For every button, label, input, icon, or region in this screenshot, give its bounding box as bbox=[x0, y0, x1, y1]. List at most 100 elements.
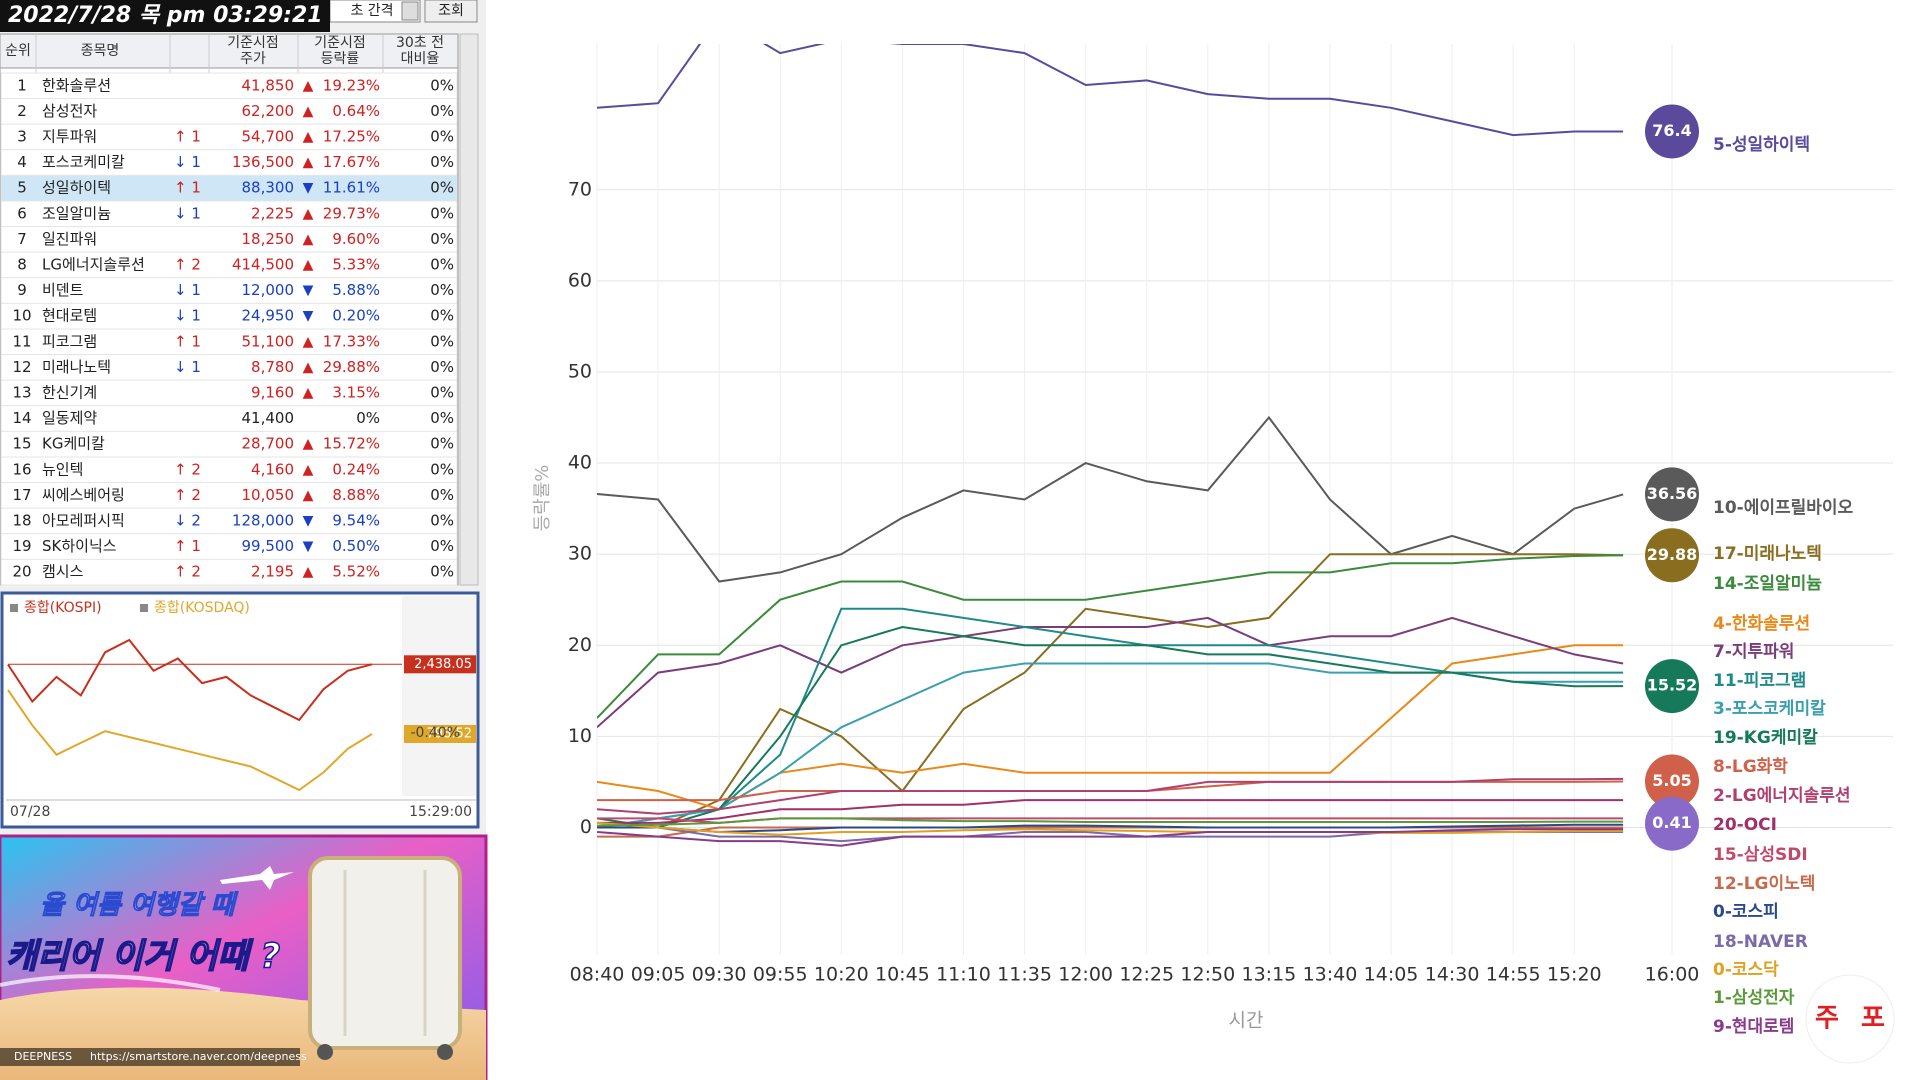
direction: ▲ bbox=[303, 564, 314, 580]
table-row[interactable] bbox=[0, 533, 458, 560]
query-button[interactable] bbox=[424, 0, 478, 23]
table-row[interactable] bbox=[0, 558, 458, 586]
x-axis-title: 시간 bbox=[1229, 1010, 1264, 1032]
price: 136,500 bbox=[232, 153, 294, 171]
table-row[interactable] bbox=[0, 354, 458, 381]
change-rate: 11.61% bbox=[323, 179, 380, 197]
stock-name: 지투파워 bbox=[42, 128, 97, 146]
rank: 17 bbox=[12, 486, 31, 504]
ad-url[interactable]: https://smartstore.naver.com/deepness bbox=[90, 1050, 307, 1063]
dropdown-arrow[interactable] bbox=[401, 1, 419, 21]
direction: ▲ bbox=[303, 385, 314, 401]
scrollbar[interactable] bbox=[459, 33, 479, 586]
legend-label: 2-LG에너지솔루션 bbox=[1713, 786, 1851, 806]
table-row[interactable] bbox=[0, 456, 458, 484]
direction: ▲ bbox=[303, 231, 314, 247]
rank: 14 bbox=[12, 409, 31, 427]
rank-move: ↓ 1 bbox=[174, 281, 201, 299]
ratio: 0% bbox=[430, 332, 454, 350]
stock-name: 성일하이텍 bbox=[42, 179, 111, 197]
change-rate: 3.15% bbox=[332, 384, 380, 402]
stock-name: 조일알미늄 bbox=[42, 204, 111, 222]
price: 10,050 bbox=[242, 486, 295, 504]
ratio: 0% bbox=[430, 128, 454, 146]
bubble-label: 76.4 bbox=[1652, 121, 1691, 140]
price: 88,300 bbox=[242, 179, 295, 197]
query-label[interactable]: 조회 bbox=[438, 3, 464, 19]
x-tick-label: 10:20 bbox=[814, 964, 869, 986]
x-tick-label: 14:55 bbox=[1486, 964, 1541, 986]
x-tick-label: 08:40 bbox=[570, 964, 625, 986]
x-tick-label: 10:45 bbox=[875, 964, 930, 986]
legend-label: 3-포스코케미칼 bbox=[1713, 699, 1826, 719]
table-row[interactable] bbox=[0, 123, 458, 151]
series-line bbox=[597, 607, 1624, 829]
stock-name: 일동제약 bbox=[42, 409, 97, 427]
stock-name: 캠시스 bbox=[42, 563, 84, 581]
price: 24,950 bbox=[242, 307, 295, 325]
series-line bbox=[597, 616, 1624, 729]
price: 414,500 bbox=[232, 256, 294, 274]
price: 4,160 bbox=[251, 460, 294, 478]
legend-label: 10-에이프릴바이오 bbox=[1713, 498, 1854, 518]
rank: 16 bbox=[12, 460, 31, 478]
change-rate: 29.88% bbox=[323, 358, 380, 376]
rank: 8 bbox=[17, 256, 27, 274]
x-tick-label: 13:15 bbox=[1241, 964, 1296, 986]
y-tick-label: 20 bbox=[568, 634, 592, 656]
bubble-label: 0.41 bbox=[1652, 813, 1691, 832]
y-tick-label: 40 bbox=[568, 452, 592, 474]
x-tick-label: 11:10 bbox=[936, 964, 991, 986]
ratio: 0% bbox=[430, 204, 454, 222]
change-rate: 17.67% bbox=[323, 153, 380, 171]
price: 8,780 bbox=[251, 358, 294, 376]
direction: ▼ bbox=[303, 308, 314, 324]
table-header: 순위 bbox=[5, 43, 31, 59]
x-tick-label: 14:30 bbox=[1425, 964, 1480, 986]
legend-label: 18-NAVER bbox=[1713, 932, 1808, 952]
price: 18,250 bbox=[242, 230, 295, 248]
legend-label: 4-한화솔루션 bbox=[1713, 614, 1810, 634]
table-row[interactable] bbox=[0, 302, 458, 330]
direction: ▲ bbox=[303, 206, 314, 222]
ratio: 0% bbox=[430, 435, 454, 453]
table-header: 30초 전 bbox=[396, 35, 444, 51]
table-row[interactable] bbox=[0, 430, 458, 458]
table-row[interactable] bbox=[0, 98, 458, 125]
direction: ▲ bbox=[303, 155, 314, 171]
plot-area bbox=[597, 44, 1624, 847]
rank-move: ↓ 1 bbox=[174, 204, 201, 222]
direction: ▲ bbox=[303, 129, 314, 145]
end-bubble bbox=[1645, 659, 1699, 714]
price: 51,100 bbox=[242, 332, 295, 350]
table-row[interactable] bbox=[0, 174, 458, 202]
table-row[interactable] bbox=[0, 200, 458, 228]
rank-move: ↓ 2 bbox=[174, 512, 201, 530]
rank: 10 bbox=[12, 307, 31, 325]
direction: ▲ bbox=[303, 334, 314, 350]
legend-label: 12-LG이노텍 bbox=[1713, 874, 1815, 894]
table-row[interactable] bbox=[0, 251, 458, 279]
legend-label: 5-성일하이텍 bbox=[1713, 135, 1810, 155]
legend-label: 7-지투파워 bbox=[1713, 642, 1794, 662]
table-row[interactable] bbox=[0, 226, 458, 253]
logo-badge bbox=[1805, 974, 1895, 1064]
table-row[interactable] bbox=[0, 277, 458, 304]
change-rate: 0% bbox=[356, 409, 380, 427]
rank: 1 bbox=[17, 76, 27, 94]
legend-label: 14-조일알미늄 bbox=[1713, 574, 1822, 594]
table-row[interactable] bbox=[0, 507, 458, 535]
x-tick-label: 16:00 bbox=[1645, 964, 1700, 986]
ad-wheel bbox=[317, 1044, 333, 1060]
mini-legend-label: 종합(KOSDAQ) bbox=[154, 600, 250, 616]
table-row[interactable] bbox=[0, 72, 458, 100]
ad-brand: DEEPNESS bbox=[14, 1050, 72, 1063]
rank-move: ↑ 2 bbox=[174, 256, 201, 274]
change-rate: 5.88% bbox=[332, 281, 380, 299]
change-rate: 17.33% bbox=[323, 332, 380, 350]
y-tick-label: 60 bbox=[568, 269, 592, 291]
ad-wave bbox=[0, 974, 221, 992]
stock-name: 뉴인텍 bbox=[42, 460, 83, 478]
end-bubble bbox=[1645, 796, 1699, 851]
legend-label: 11-피코그램 bbox=[1713, 671, 1806, 691]
